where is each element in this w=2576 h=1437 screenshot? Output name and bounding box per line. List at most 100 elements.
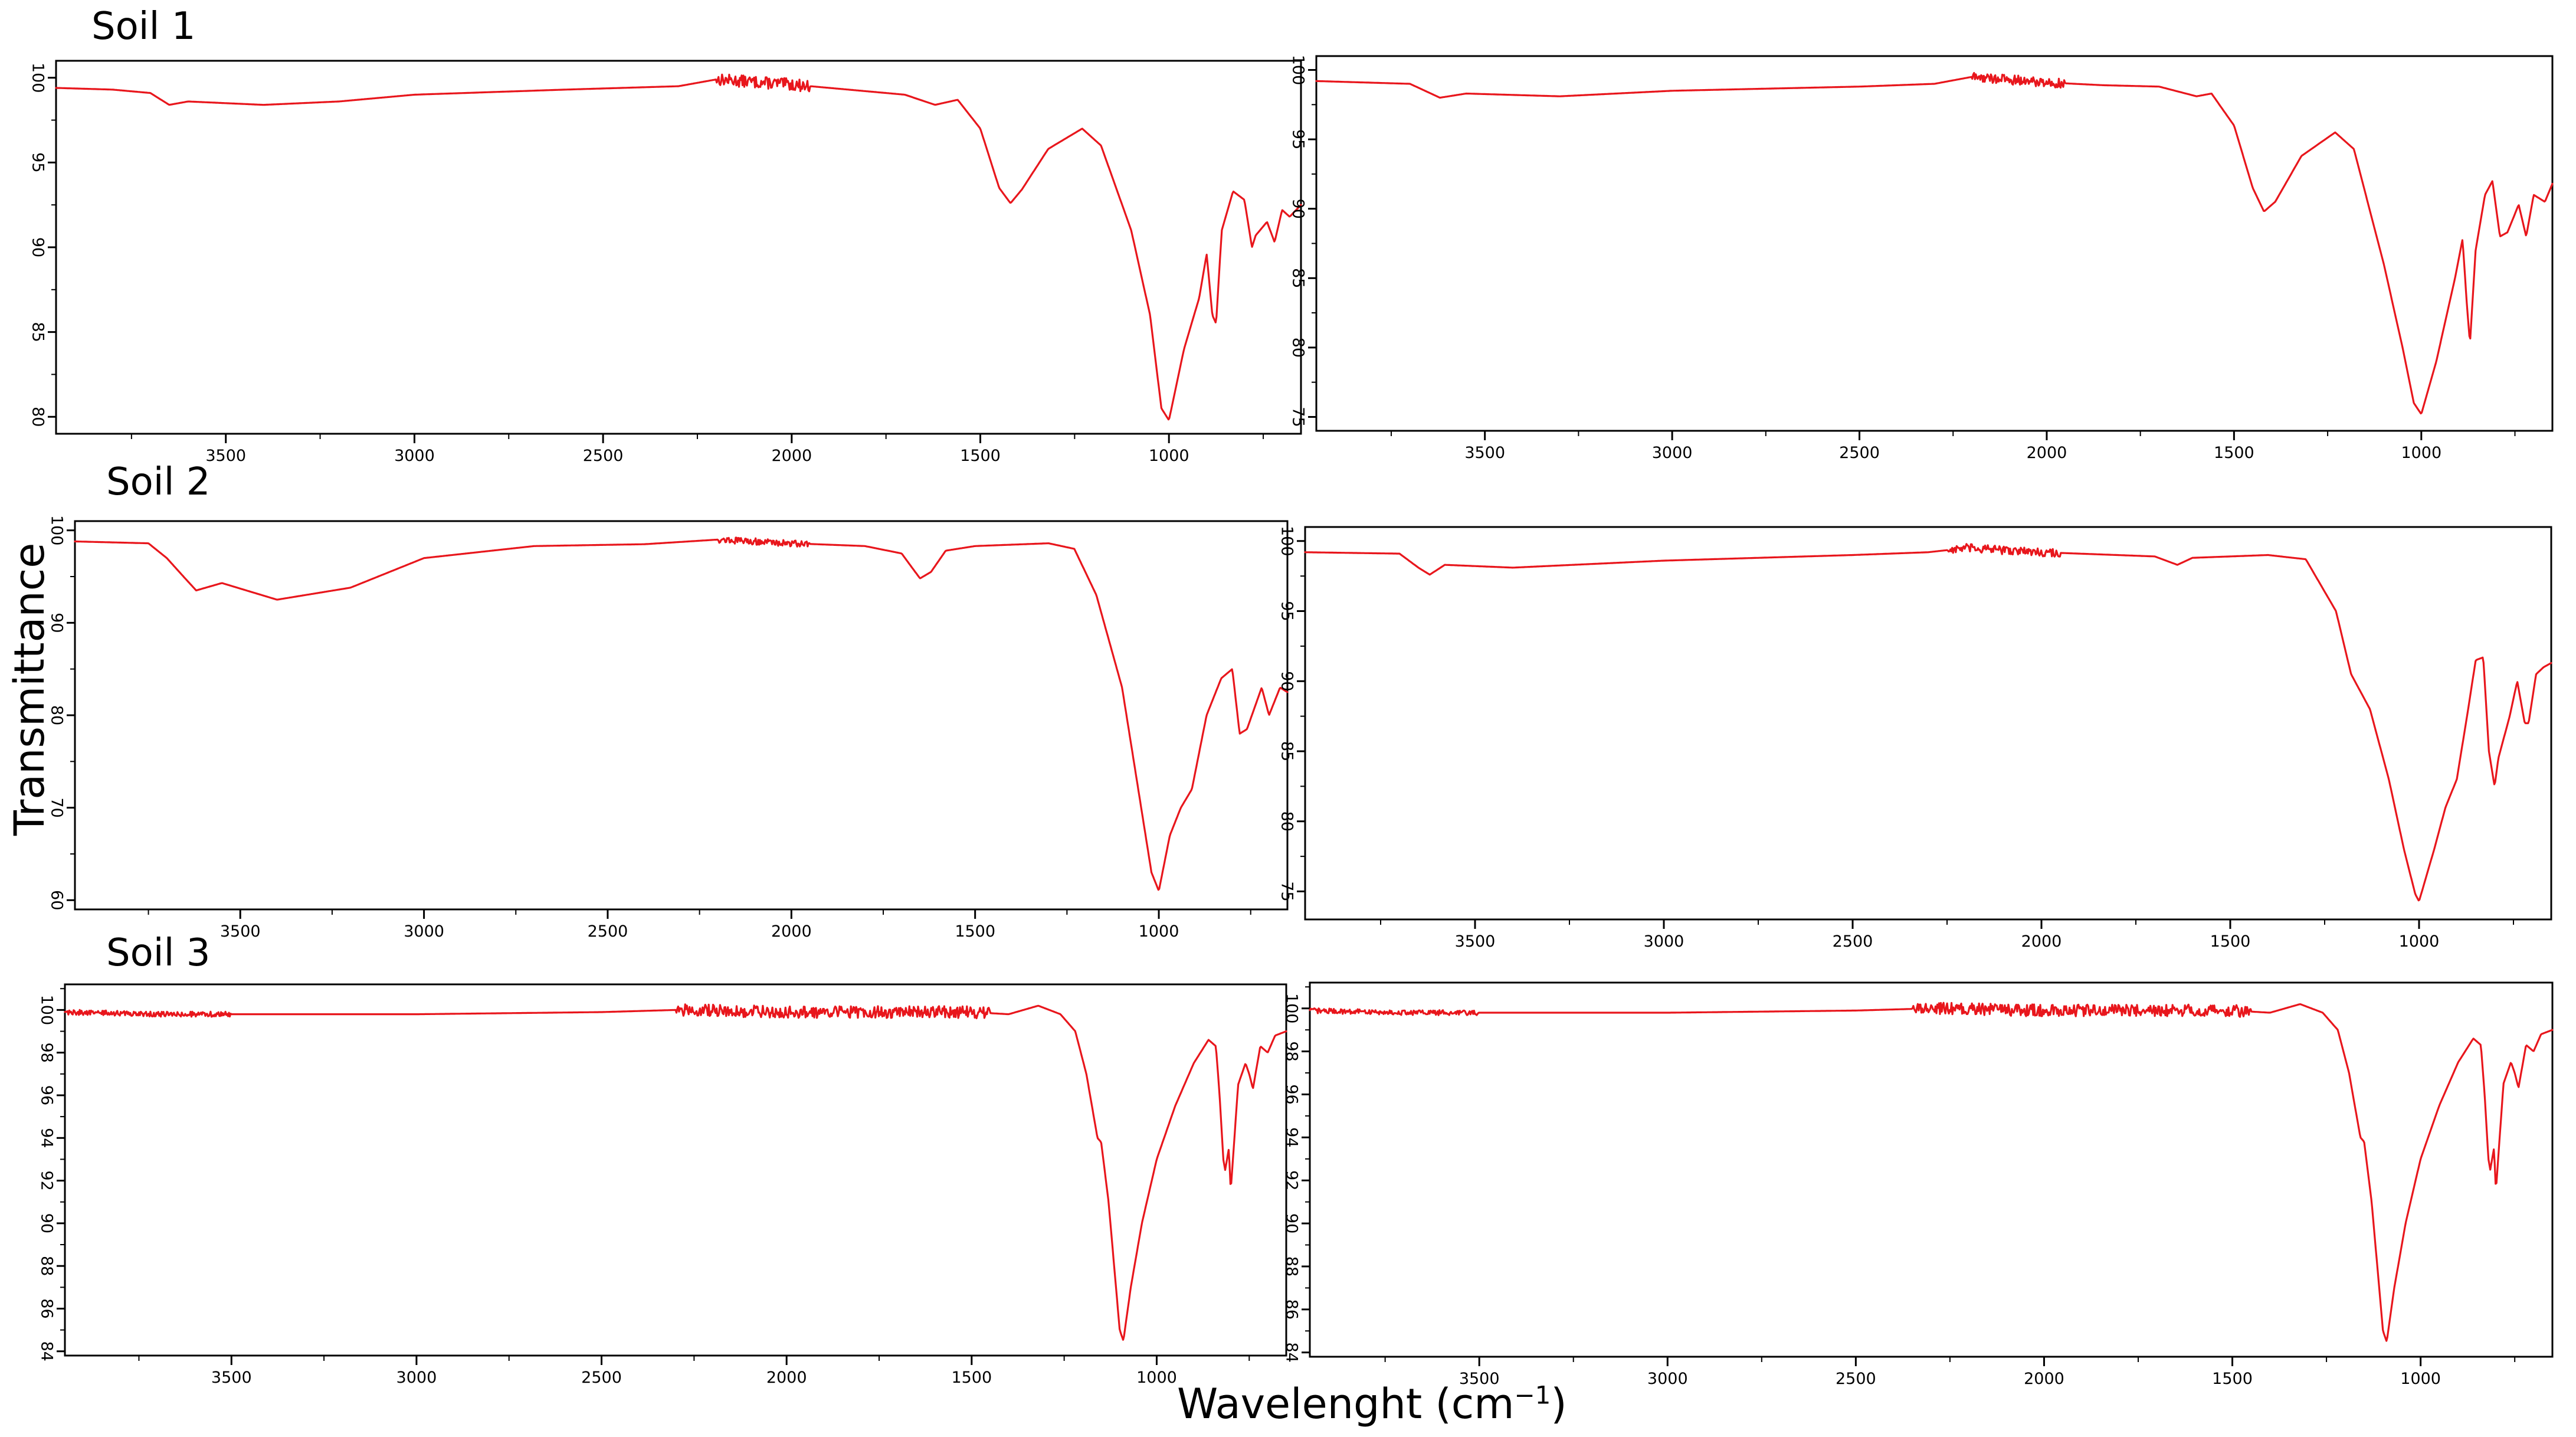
x-tick-label: 3500	[220, 922, 261, 941]
x-tick-label: 2500	[1833, 932, 1873, 951]
x-tick-label: 2000	[766, 1369, 807, 1387]
x-tick-label: 2500	[581, 1369, 622, 1387]
x-tick-label: 2000	[771, 922, 812, 941]
x-tick-label: 3000	[1652, 444, 1693, 462]
y-tick-label: 94	[38, 1128, 56, 1148]
plot-frame	[1315, 55, 2554, 432]
y-tick-label: 90	[1278, 671, 1296, 691]
x-tick-label: 3500	[1464, 444, 1505, 462]
x-tick-label: 1000	[2400, 1370, 2441, 1388]
x-tick-label: 3000	[394, 447, 435, 465]
y-tick-label: 75	[1278, 881, 1296, 901]
y-tick-label: 90	[48, 613, 66, 633]
x-tick-label: 2000	[2027, 444, 2067, 462]
y-tick-label: 86	[38, 1298, 56, 1318]
x-axis-title-main: Wavelenght (cm	[1177, 1380, 1515, 1428]
x-axis-title-superscript: −1	[1514, 1380, 1551, 1410]
row-label-soil-1: Soil 1	[91, 5, 196, 48]
y-tick-label: 84	[1283, 1343, 1301, 1363]
y-tick-label: 98	[38, 1042, 56, 1062]
spectrum-trace	[1304, 543, 2552, 902]
x-tick-label: 1500	[955, 922, 995, 941]
y-tick-label: 94	[1283, 1127, 1301, 1147]
y-tick-label: 88	[1283, 1256, 1301, 1276]
y-tick-label: 95	[29, 152, 47, 172]
x-tick-label: 1000	[1149, 447, 1189, 465]
y-tick-label: 90	[1283, 1213, 1301, 1233]
x-tick-label: 1500	[960, 447, 1001, 465]
x-tick-label: 1500	[2214, 444, 2254, 462]
x-tick-label: 3500	[1455, 932, 1496, 951]
y-tick-label: 96	[38, 1085, 56, 1105]
x-tick-label: 3500	[211, 1369, 252, 1387]
x-tick-label: 2000	[2021, 932, 2062, 951]
spectrum-trace	[55, 73, 1302, 421]
y-tick-label: 60	[48, 890, 66, 910]
y-tick-label: 85	[29, 322, 47, 342]
y-tick-label: 96	[1283, 1084, 1301, 1104]
x-tick-label: 2500	[583, 447, 624, 465]
y-tick-label: 100	[38, 995, 56, 1026]
y-tick-label: 85	[1278, 741, 1296, 761]
y-tick-label: 100	[1283, 993, 1301, 1024]
x-tick-label: 1000	[2399, 932, 2440, 951]
spectrum-trace	[1315, 72, 2554, 415]
plot-frame	[1309, 981, 2554, 1358]
y-tick-label: 100	[1289, 55, 1307, 86]
y-tick-label: 90	[38, 1213, 56, 1233]
y-tick-label: 84	[38, 1341, 56, 1361]
y-tick-label: 92	[1283, 1170, 1301, 1190]
row-label-soil-3: Soil 3	[106, 931, 211, 975]
y-tick-label: 90	[29, 237, 47, 257]
row-label-soil-2: Soil 2	[106, 460, 211, 504]
x-tick-label: 3500	[205, 447, 246, 465]
plot-frame	[1304, 526, 2552, 921]
spectrum-trace	[64, 1003, 1287, 1341]
x-tick-label: 1500	[951, 1369, 992, 1387]
x-tick-label: 2500	[588, 922, 628, 941]
x-tick-label: 1000	[1136, 1369, 1177, 1387]
plot-frame	[55, 60, 1302, 435]
x-tick-label: 1000	[2401, 444, 2441, 462]
y-tick-label: 100	[48, 515, 66, 546]
x-tick-label: 3000	[1647, 1370, 1688, 1388]
y-tick-label: 98	[1283, 1041, 1301, 1061]
y-tick-label: 100	[29, 63, 47, 93]
spectrum-trace	[1309, 1001, 2554, 1342]
y-tick-label: 80	[29, 407, 47, 427]
x-tick-label: 2500	[1839, 444, 1880, 462]
y-tick-label: 80	[1289, 338, 1307, 358]
y-tick-label: 100	[1278, 526, 1296, 557]
y-tick-label: 95	[1289, 129, 1307, 149]
y-tick-label: 85	[1289, 268, 1307, 288]
x-tick-label: 3000	[1644, 932, 1684, 951]
y-tick-label: 75	[1289, 407, 1307, 427]
y-tick-label: 92	[38, 1170, 56, 1190]
y-tick-label: 80	[48, 705, 66, 725]
x-tick-label: 1500	[2212, 1370, 2253, 1388]
y-tick-label: 70	[48, 797, 66, 817]
y-tick-label: 88	[38, 1256, 56, 1276]
x-tick-label: 3000	[396, 1369, 437, 1387]
y-tick-label: 90	[1289, 199, 1307, 219]
plot-frame	[74, 520, 1289, 911]
spectrum-trace	[74, 536, 1289, 891]
x-tick-label: 3500	[1459, 1370, 1500, 1388]
y-tick-label: 95	[1278, 601, 1296, 621]
x-tick-label: 1500	[2210, 932, 2251, 951]
x-tick-label: 2500	[1836, 1370, 1876, 1388]
x-axis-title: Wavelenght (cm−1)	[1177, 1380, 1567, 1428]
y-tick-label: 80	[1278, 811, 1296, 832]
x-tick-label: 3000	[404, 922, 444, 941]
y-tick-label: 86	[1283, 1299, 1301, 1320]
x-tick-label: 2000	[2024, 1370, 2064, 1388]
plot-frame	[64, 983, 1287, 1357]
x-tick-label: 2000	[771, 447, 812, 465]
x-tick-label: 1000	[1139, 922, 1179, 941]
